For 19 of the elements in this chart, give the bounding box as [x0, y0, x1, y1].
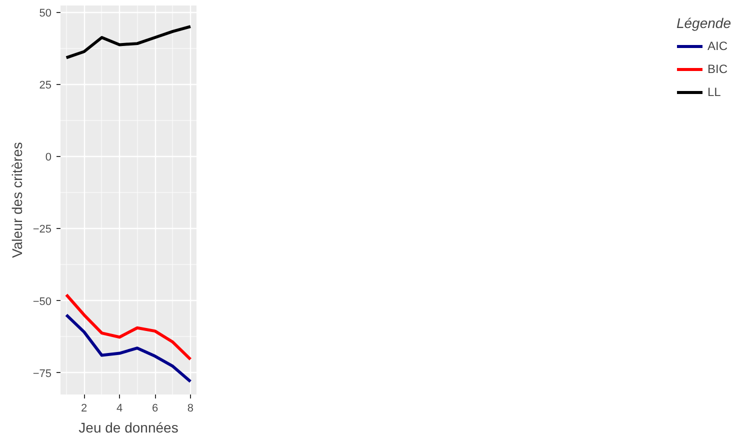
- legend-title: Légende: [676, 15, 731, 31]
- line-series: [64, 25, 192, 60]
- y-tick-label: −25: [32, 224, 52, 236]
- x-axis-title: Jeu de données: [78, 420, 178, 436]
- x-tick-label: 4: [116, 402, 123, 414]
- line-series: [64, 293, 192, 361]
- y-tick-label: 50: [39, 7, 52, 20]
- y-tick-label: 25: [39, 80, 52, 92]
- y-tick-label: −50: [32, 296, 52, 308]
- x-tick-label: 8: [187, 402, 194, 414]
- line-series: [64, 313, 192, 384]
- x-tick-label: 2: [81, 402, 88, 414]
- legend-label: LL: [707, 85, 722, 99]
- y-axis-title: Valeur des critères: [8, 142, 25, 258]
- y-tick-label: −75: [32, 368, 52, 380]
- legend-label: AIC: [707, 39, 728, 53]
- y-tick-label: 0: [45, 152, 52, 164]
- x-tick-label: 6: [152, 402, 158, 414]
- legend-label: BIC: [707, 62, 728, 76]
